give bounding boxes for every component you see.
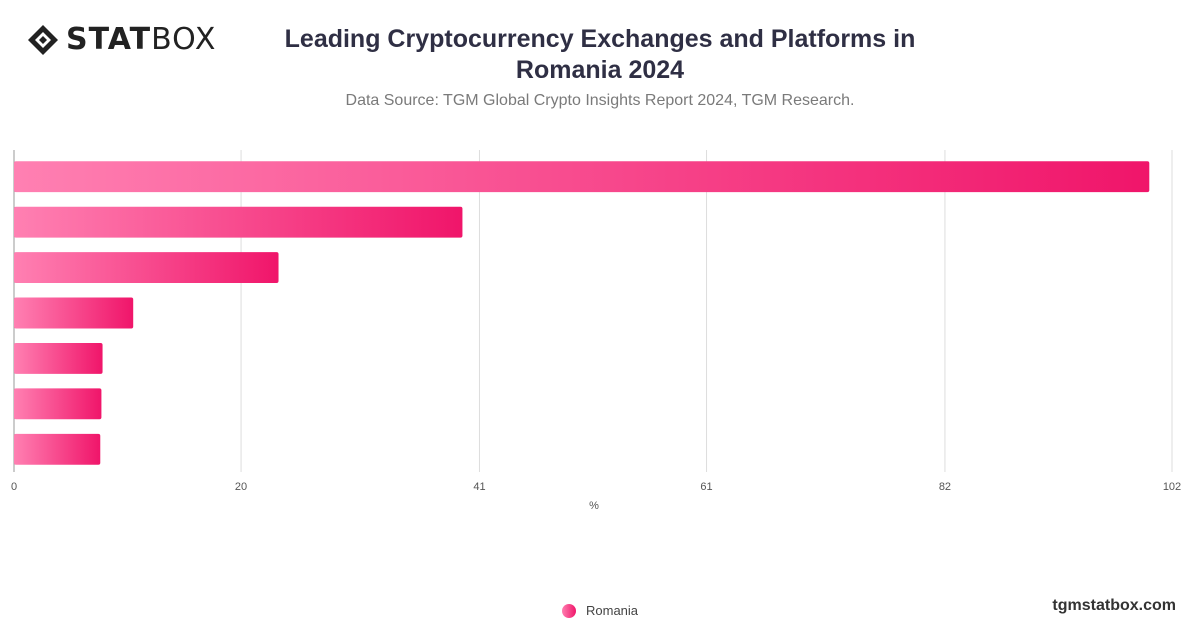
bar-1[interactable] [14, 161, 1150, 193]
statbox-diamond-icon [28, 25, 58, 55]
x-axis-ticks: 0 20 41 61 82 102 [11, 481, 1181, 493]
x-tick-label: 20 [235, 481, 247, 493]
bar-4[interactable] [14, 297, 134, 329]
x-tick-label: 102 [1163, 481, 1181, 493]
bar-6[interactable] [14, 388, 102, 420]
grid-lines [13, 150, 1173, 472]
x-axis-label: % [589, 500, 599, 512]
x-tick-label: 0 [11, 481, 17, 493]
logo-wordmark: STATBOX [66, 22, 216, 58]
legend[interactable]: Romania [562, 603, 638, 618]
chart-title: Leading Cryptocurrency Exchanges and Pla… [284, 25, 916, 84]
bar-7[interactable] [14, 433, 101, 465]
footer-site-link[interactable]: tgmstatbox.com [1052, 597, 1176, 614]
chart-subtitle: Data Source: TGM Global Crypto Insights … [345, 92, 855, 109]
bar-chart: 0 20 41 61 82 102 % [11, 150, 1181, 512]
x-tick-label: 82 [939, 481, 951, 493]
bar-3[interactable] [14, 252, 279, 284]
x-tick-label: 61 [700, 481, 712, 493]
bar-5[interactable] [14, 342, 103, 374]
x-tick-label: 41 [473, 481, 485, 493]
bars [14, 161, 1150, 465]
bar-2[interactable] [14, 206, 463, 238]
logo-text-light: BOX [151, 22, 217, 57]
logo-text-bold: STAT [66, 22, 152, 57]
statbox-logo: STATBOX [26, 22, 216, 58]
legend-marker [562, 603, 576, 618]
legend-label-romania: Romania [586, 603, 639, 618]
